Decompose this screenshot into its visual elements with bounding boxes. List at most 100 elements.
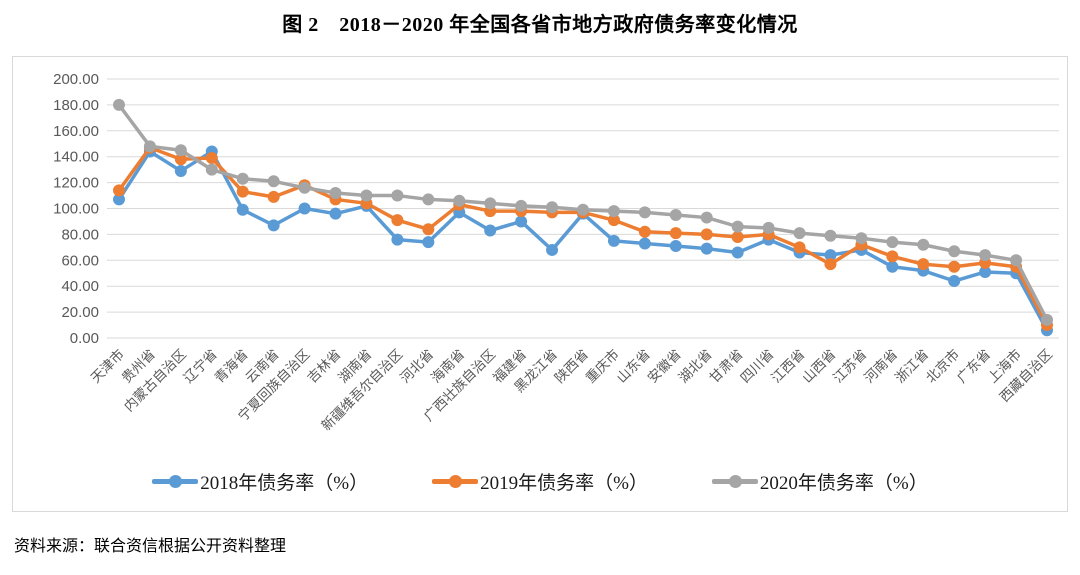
y-axis-tick-label: 120.00: [53, 175, 99, 192]
data-point: [607, 214, 620, 227]
data-point: [669, 208, 682, 221]
data-point: [886, 236, 899, 249]
x-axis-category-label: 山东省: [614, 347, 653, 386]
data-point: [731, 220, 744, 233]
x-axis-category-label: 湖北省: [676, 347, 715, 386]
data-point: [917, 258, 930, 271]
chart-legend: 2018年债务率（%） 2019年债务率（%） 2020年债务率（%）: [13, 468, 1067, 495]
data-point: [422, 193, 435, 206]
data-point: [669, 227, 682, 240]
x-axis-category-label: 吉林省: [304, 347, 343, 386]
x-axis-category-label: 广东省: [954, 347, 993, 386]
chart-frame: 0.00 20.00 40.00 60.00 80.00 100.00 120.00 140.…: [12, 56, 1068, 512]
data-point: [267, 190, 280, 203]
data-point: [669, 240, 682, 253]
data-point: [731, 230, 744, 243]
data-point: [638, 206, 651, 219]
data-point: [793, 241, 806, 254]
data-point: [174, 144, 187, 157]
data-point: [329, 207, 342, 220]
x-axis-category-label: 辽宁省: [180, 346, 220, 386]
data-point: [917, 238, 930, 251]
legend-item-2020: 2020年债务率（%）: [711, 468, 928, 495]
legend-item-2019: 2019年债务率（%）: [432, 468, 648, 495]
x-axis-category-label: 甘肃省: [707, 347, 746, 386]
data-point: [113, 193, 125, 206]
data-point: [298, 202, 311, 215]
data-point: [174, 153, 187, 166]
data-point: [824, 249, 837, 262]
y-axis-tick-label: 140.00: [53, 149, 99, 166]
data-point: [113, 184, 125, 197]
data-point: [453, 194, 466, 207]
data-point: [1041, 313, 1053, 326]
legend-marker-2018-icon: [152, 475, 199, 488]
data-point: [515, 215, 528, 228]
data-point: [205, 163, 218, 176]
data-point: [638, 237, 651, 250]
data-point: [546, 243, 559, 256]
y-axis-tick-label: 180.00: [53, 97, 99, 114]
y-axis-tick-label: 40.00: [61, 278, 99, 295]
y-axis-tick-label: 0.00: [70, 330, 99, 347]
data-point: [174, 164, 187, 177]
data-point: [979, 265, 992, 278]
x-axis-category-label: 江西省: [768, 347, 807, 386]
data-point: [267, 175, 280, 188]
data-point: [422, 236, 435, 249]
x-axis-category-label: 天津市: [87, 346, 127, 386]
legend-label-2018: 2018年债务率（%）: [200, 473, 369, 494]
data-point: [762, 221, 775, 234]
legend-label-2019: 2019年债务率（%）: [480, 473, 648, 494]
data-point: [236, 203, 249, 216]
x-axis-category-label: 重庆市: [582, 346, 622, 386]
data-point: [298, 181, 311, 194]
debt-ratio-line-chart: 0.00 20.00 40.00 60.00 80.00 100.00 120.00 140.…: [53, 71, 1059, 433]
data-point: [700, 242, 713, 255]
data-point: [422, 223, 435, 236]
y-axis-tick-label: 20.00: [61, 304, 99, 321]
data-point: [824, 229, 837, 242]
data-point: [948, 260, 961, 273]
x-axis-category-label: 浙江省: [892, 347, 931, 386]
data-point: [205, 151, 218, 164]
data-point: [143, 140, 156, 153]
x-axis-category-label: 北京市: [922, 346, 962, 386]
legend-marker-2019-icon: [432, 475, 479, 488]
data-point: [391, 214, 404, 227]
legend-label-2020: 2020年债务率（%）: [759, 473, 928, 494]
x-axis-category-label: 山西省: [799, 347, 838, 386]
data-point: [979, 249, 992, 262]
data-point: [886, 250, 899, 263]
source-note: 资料来源：联合资信根据公开资料整理: [14, 538, 287, 555]
data-point: [700, 211, 713, 224]
data-point: [855, 232, 868, 245]
x-axis-category-label: 青海省: [212, 347, 251, 386]
data-point: [948, 275, 961, 288]
data-point: [607, 205, 620, 218]
page-title: 图 2 2018－2020 年全国各省市地方政府债务率变化情况: [282, 14, 798, 36]
data-point: [360, 189, 373, 202]
data-point: [236, 172, 249, 185]
data-point: [638, 225, 651, 238]
data-point: [700, 228, 713, 241]
data-point: [793, 227, 806, 240]
data-point: [515, 199, 528, 212]
legend-item-2018: 2018年债务率（%）: [152, 468, 368, 495]
x-axis-category-label: 陕西省: [552, 347, 591, 386]
data-point: [484, 197, 497, 210]
data-point: [267, 219, 280, 232]
data-point: [113, 98, 125, 111]
data-point: [948, 245, 961, 258]
y-axis-tick-label: 80.00: [61, 226, 99, 243]
data-point: [391, 233, 404, 246]
y-axis-tick-label: 60.00: [61, 252, 99, 269]
data-point: [731, 246, 744, 259]
x-axis-category-label: 四川省: [737, 347, 776, 386]
data-point: [329, 186, 342, 199]
y-axis-tick-label: 160.00: [53, 123, 99, 140]
data-point: [391, 189, 404, 202]
data-point: [607, 234, 620, 247]
data-point: [546, 201, 559, 214]
x-axis-category-label: 江苏省: [830, 347, 869, 386]
